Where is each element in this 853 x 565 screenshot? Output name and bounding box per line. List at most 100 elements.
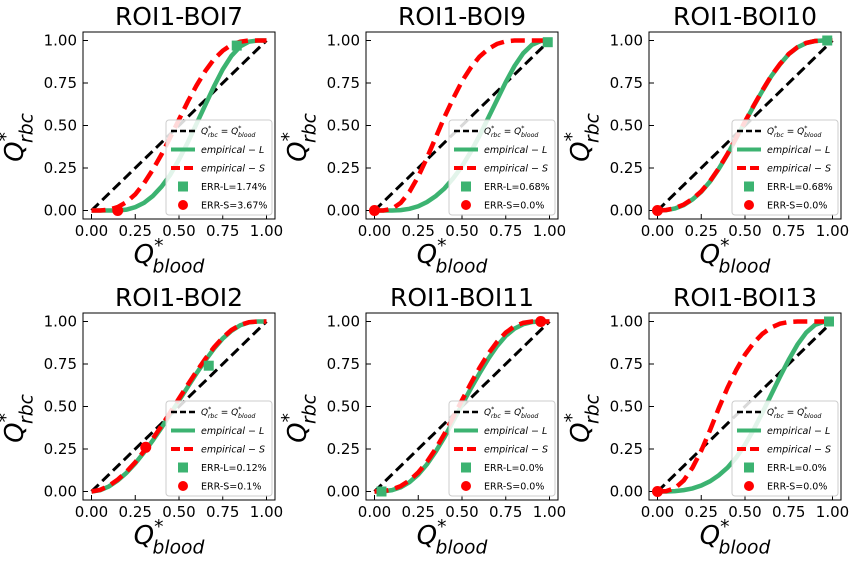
legend-item: empirical − L [737, 145, 830, 156]
legend-label: empirical − L [767, 426, 830, 437]
legend-item: empirical − L [737, 426, 830, 437]
chart-panel-1: ROI1-BOI7 0.00 0.25 0.50 0.75 1.00 0.00 0.25 0.5… [0, 2, 283, 277]
axes-frame [365, 312, 559, 501]
legend-label: ERR-L=0.68% [767, 182, 833, 193]
legend-box [448, 400, 556, 497]
legend-label: empirical − S [484, 164, 548, 175]
legend-item: empirical − S [171, 445, 265, 456]
x-tick-label: 0.25 [402, 503, 435, 521]
legend-label: empirical − L [484, 145, 547, 156]
legend: Q* rbc = Q* blood empirical − L empirical − … [731, 400, 839, 497]
y-axis-label: Q*rbc [279, 393, 320, 442]
legend: Q* rbc = Q* blood empirical − L empirical − … [448, 400, 556, 497]
legend-item: ERR-L=0.0% [461, 462, 544, 474]
y-tick-label: 1.00 [44, 313, 77, 331]
axes-frame [82, 31, 276, 220]
legend-item: ERR-L=0.68% [461, 181, 550, 193]
legend-item: empirical − S [454, 164, 548, 175]
y-tick-label: 0.75 [327, 74, 360, 92]
legend-swatch [744, 462, 754, 473]
legend-item: ERR-L=0.12% [178, 462, 267, 474]
legend-label: Q* rbc = Q* blood [484, 406, 539, 420]
x-tick-label: 0.50 [445, 503, 478, 521]
legend-label: ERR-L=0.0% [767, 463, 827, 474]
legend-swatch [461, 462, 471, 473]
legend-label: ERR-S=3.67% [201, 201, 267, 212]
y-tick-label: 0.50 [610, 398, 643, 416]
legend: Q* rbc = Q* blood empirical − L empirical − … [165, 119, 273, 216]
legend-swatch [461, 481, 471, 491]
series-line-empirical-s [657, 319, 833, 494]
data-marker-L [824, 316, 834, 327]
legend-item: empirical − L [171, 145, 264, 156]
x-tick-label: 1.00 [250, 222, 283, 240]
data-marker-L [822, 35, 833, 46]
x-tick-label: 0.75 [206, 222, 239, 240]
x-tick-label: 1.00 [816, 503, 849, 521]
y-tick-label: 0.50 [44, 117, 77, 135]
legend-label: ERR-L=0.0% [484, 463, 544, 474]
legend-label: ERR-L=0.68% [484, 182, 550, 193]
legend-swatch [461, 181, 471, 192]
x-tick-label: 1.00 [533, 222, 566, 240]
y-tick-label: 0.00 [44, 202, 77, 220]
legend-label: empirical − L [201, 145, 264, 156]
legend-label: ERR-S=0.0% [767, 482, 827, 493]
x-tick-label: 0.50 [162, 222, 195, 240]
legend-box [165, 400, 273, 497]
y-tick-label: 0.00 [610, 483, 643, 501]
legend-box [731, 119, 839, 216]
legend-item: ERR-L=1.74% [178, 181, 267, 193]
x-tick-label: 0.25 [685, 503, 718, 521]
chart-title: ROI1-BOI11 [390, 283, 534, 312]
legend-item: ERR-S=3.67% [178, 200, 267, 212]
y-tick-label: 0.75 [327, 355, 360, 373]
x-tick-label: 0.25 [685, 222, 718, 240]
legend: Q* rbc = Q* blood empirical − L empirical − … [448, 119, 556, 216]
x-tick-label: 1.00 [533, 503, 566, 521]
data-marker-L [542, 37, 553, 48]
chart-panel-2: ROI1-BOI9 0.00 0.25 0.50 0.75 1.00 0.00 0.25 0.5… [279, 2, 566, 277]
legend-label: ERR-L=1.74% [201, 182, 267, 193]
legend-item: empirical − L [454, 426, 547, 437]
legend-swatch [178, 462, 188, 473]
y-tick-label: 0.25 [327, 159, 360, 177]
legend-box [165, 119, 273, 216]
x-tick-label: 0.50 [728, 222, 761, 240]
legend-item: ERR-L=0.0% [744, 462, 827, 474]
x-tick-label: 0.50 [445, 222, 478, 240]
data-marker-L [376, 486, 387, 497]
legend-swatch [178, 200, 188, 210]
legend-label: empirical − S [767, 445, 831, 456]
chart-panel-3: ROI1-BOI10 0.00 0.25 0.50 0.75 1.00 0.00 0.25 0.… [562, 2, 849, 277]
x-axis-label: Q* blood [700, 236, 771, 277]
data-marker-S [652, 486, 663, 497]
y-tick-label: 0.75 [44, 355, 77, 373]
legend-label: Q* rbc = Q* blood [767, 125, 822, 139]
y-tick-label: 0.50 [44, 398, 77, 416]
legend-label: empirical − L [767, 145, 830, 156]
y-tick-label: 0.75 [610, 355, 643, 373]
axes-frame [648, 312, 842, 501]
legend-label: Q* rbc = Q* blood [767, 406, 822, 420]
y-axis-label: Q*rbc [0, 393, 37, 442]
legend-item: Q* rbc = Q* blood [737, 406, 822, 420]
x-axis-label: Q* blood [417, 517, 488, 558]
x-axis-label: Q* blood [417, 236, 488, 277]
legend-item: Q* rbc = Q* blood [737, 125, 822, 139]
legend-label: empirical − S [201, 164, 265, 175]
legend-swatch [744, 181, 754, 192]
y-tick-label: 0.00 [610, 202, 643, 220]
x-tick-label: 0.75 [489, 222, 522, 240]
y-tick-label: 1.00 [610, 32, 643, 50]
x-tick-label: 0.00 [75, 222, 108, 240]
y-tick-label: 0.75 [44, 74, 77, 92]
legend-label: Q* rbc = Q* blood [201, 125, 256, 139]
legend-item: ERR-S=0.0% [461, 200, 544, 212]
y-axis-label: Q*rbc [279, 112, 320, 161]
legend-item: ERR-L=0.68% [744, 181, 833, 193]
legend-item: empirical − S [737, 445, 831, 456]
y-axis-label: Q*rbc [562, 393, 603, 442]
x-tick-label: 0.75 [772, 503, 805, 521]
